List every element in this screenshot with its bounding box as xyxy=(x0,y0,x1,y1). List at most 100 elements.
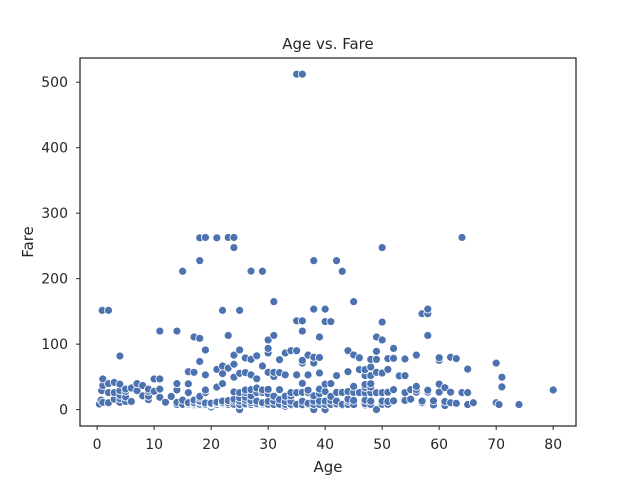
data-point xyxy=(172,379,182,389)
x-tick-label: 70 xyxy=(487,437,505,453)
data-point xyxy=(383,365,393,374)
data-point xyxy=(183,379,193,389)
y-tick-label: 200 xyxy=(41,272,68,288)
data-point xyxy=(263,384,273,394)
data-point xyxy=(229,350,239,360)
y-tick-label: 300 xyxy=(41,206,68,222)
data-point xyxy=(252,374,262,384)
data-point xyxy=(297,378,307,388)
data-point xyxy=(389,344,398,353)
data-point xyxy=(451,398,461,408)
y-tick-label: 0 xyxy=(59,403,68,419)
data-point xyxy=(349,297,359,307)
data-point xyxy=(297,316,307,326)
data-point xyxy=(354,353,364,363)
data-point xyxy=(372,405,381,415)
data-point xyxy=(303,370,313,380)
data-point xyxy=(548,385,558,395)
data-point xyxy=(514,400,524,409)
data-point xyxy=(235,305,245,315)
data-point xyxy=(315,332,324,342)
data-point xyxy=(366,396,376,406)
data-point xyxy=(440,383,450,393)
x-tick-label: 0 xyxy=(93,437,102,453)
data-point xyxy=(303,385,313,395)
data-point xyxy=(326,379,336,389)
data-point xyxy=(337,266,347,276)
data-point xyxy=(389,385,398,395)
data-point xyxy=(494,400,504,409)
y-tick-label: 400 xyxy=(41,141,68,157)
y-tick-label: 500 xyxy=(41,75,68,91)
data-point xyxy=(315,368,324,378)
x-ticks: 0 10 20 30 40 50 60 70 80 xyxy=(93,426,562,453)
data-point xyxy=(372,355,381,364)
data-point xyxy=(292,370,302,380)
data-point xyxy=(201,233,210,242)
data-point xyxy=(343,367,353,377)
data-point xyxy=(451,354,461,364)
y-ticks: 0 100 200 300 400 500 xyxy=(41,75,80,419)
data-point xyxy=(400,371,410,381)
data-point xyxy=(195,256,205,266)
data-point xyxy=(252,351,262,361)
data-point xyxy=(183,388,193,398)
data-point xyxy=(349,395,359,405)
data-point xyxy=(400,354,410,364)
data-point xyxy=(201,370,210,380)
data-point xyxy=(223,331,233,340)
data-point xyxy=(366,379,376,389)
data-point xyxy=(201,385,210,395)
data-point xyxy=(218,305,227,315)
data-point xyxy=(269,331,279,340)
x-tick-label: 60 xyxy=(430,437,448,453)
x-tick-label: 20 xyxy=(202,437,220,453)
data-point xyxy=(115,351,125,361)
data-point xyxy=(269,297,279,307)
x-tick-label: 80 xyxy=(544,437,562,453)
data-point xyxy=(389,353,398,363)
x-tick-label: 30 xyxy=(259,437,277,453)
data-point xyxy=(229,243,239,252)
data-point xyxy=(423,385,433,395)
data-point xyxy=(195,357,205,366)
data-point xyxy=(229,233,239,242)
data-point xyxy=(332,256,341,266)
data-point xyxy=(332,371,341,380)
data-point xyxy=(275,385,284,395)
data-point xyxy=(423,304,433,314)
data-point xyxy=(406,394,416,404)
data-point xyxy=(229,359,239,369)
data-point xyxy=(155,374,165,384)
x-tick-label: 50 xyxy=(373,437,391,453)
data-point xyxy=(429,396,438,406)
data-point xyxy=(377,317,387,327)
data-point xyxy=(292,346,302,356)
data-point xyxy=(172,326,182,336)
y-tick-label: 100 xyxy=(41,337,68,353)
points-layer xyxy=(94,69,558,415)
data-point xyxy=(246,266,256,276)
data-point xyxy=(423,331,433,340)
data-point xyxy=(497,372,507,382)
data-point xyxy=(377,243,387,252)
data-point xyxy=(417,396,427,406)
x-tick-label: 10 xyxy=(145,437,163,453)
data-point xyxy=(434,353,444,363)
data-point xyxy=(497,382,507,392)
data-point xyxy=(463,388,473,398)
data-point xyxy=(218,379,227,389)
data-point xyxy=(178,266,188,276)
y-axis-label: Fare xyxy=(19,226,37,258)
data-point xyxy=(326,317,336,326)
data-point xyxy=(463,364,473,374)
data-point xyxy=(212,233,222,243)
data-point xyxy=(491,358,501,368)
data-point xyxy=(161,397,170,407)
data-point xyxy=(280,370,290,380)
data-point xyxy=(468,398,478,408)
data-point xyxy=(189,367,199,377)
data-point xyxy=(201,345,210,355)
data-point xyxy=(457,233,467,242)
data-point xyxy=(411,350,421,360)
